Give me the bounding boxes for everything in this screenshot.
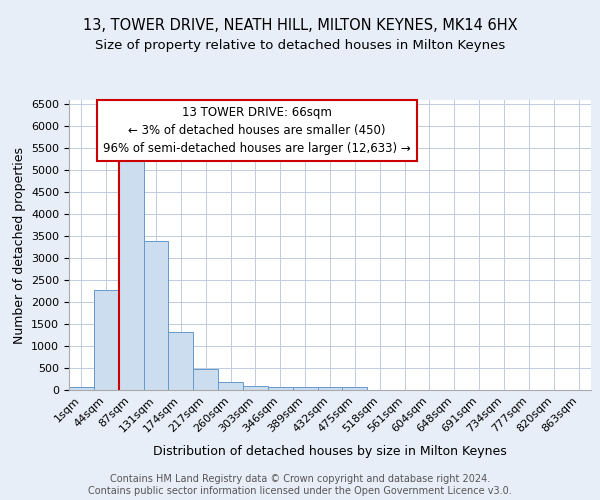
Bar (243, 386, 268, 390)
Bar (193, 370, 218, 390)
Bar (293, 387, 317, 390)
Text: Size of property relative to detached houses in Milton Keynes: Size of property relative to detached ho… (95, 40, 505, 52)
Bar (268, 387, 293, 390)
Text: Contains HM Land Registry data © Crown copyright and database right 2024.: Contains HM Land Registry data © Crown c… (110, 474, 490, 484)
Bar (143, 241, 169, 390)
Text: 13, TOWER DRIVE, NEATH HILL, MILTON KEYNES, MK14 6HX: 13, TOWER DRIVE, NEATH HILL, MILTON KEYN… (83, 18, 517, 32)
Bar (94, 290, 119, 390)
X-axis label: Distribution of detached houses by size in Milton Keynes: Distribution of detached houses by size … (153, 445, 507, 458)
Bar (69, 387, 94, 390)
Bar (343, 387, 367, 390)
Bar (218, 382, 243, 390)
Bar (119, 152, 143, 390)
Bar (317, 387, 343, 390)
Y-axis label: Number of detached properties: Number of detached properties (13, 146, 26, 344)
Bar (169, 332, 193, 390)
Text: Contains public sector information licensed under the Open Government Licence v3: Contains public sector information licen… (88, 486, 512, 496)
Text: 13 TOWER DRIVE: 66sqm
← 3% of detached houses are smaller (450)
96% of semi-deta: 13 TOWER DRIVE: 66sqm ← 3% of detached h… (103, 106, 411, 155)
